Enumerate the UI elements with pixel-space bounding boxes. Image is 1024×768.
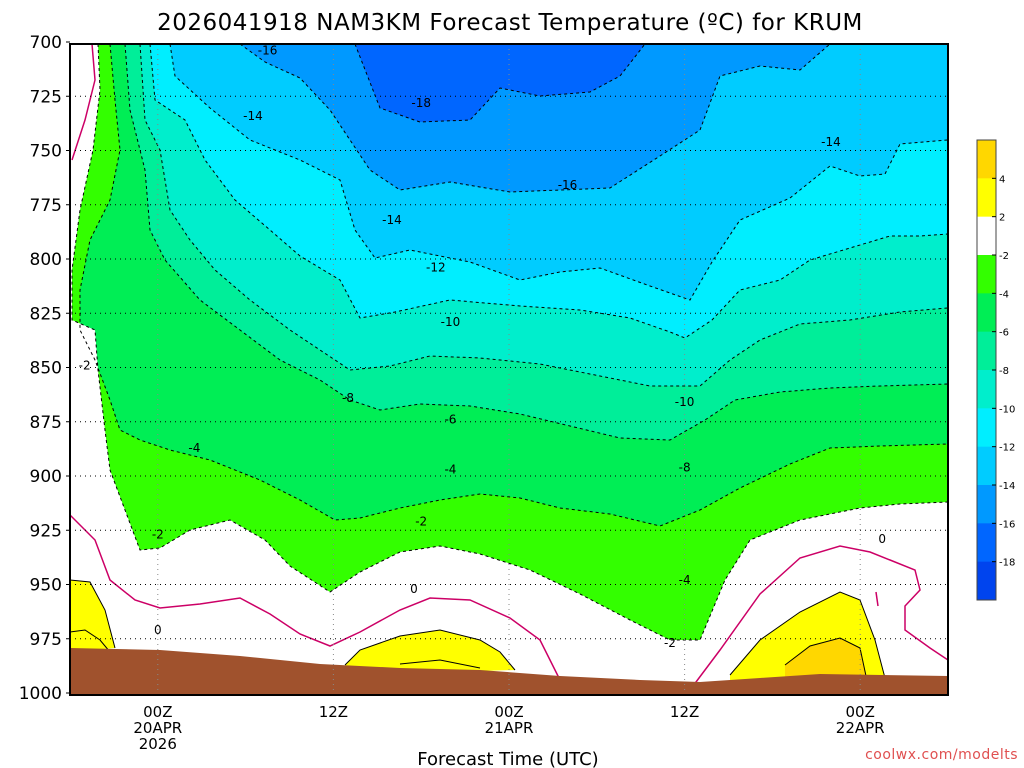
colorbar-swatch (977, 255, 996, 294)
colorbar: 4 2 -2 -4 -6 -8 -10 -12 -14 -16 -18 (976, 139, 1015, 601)
contour-label: -10 (675, 395, 695, 409)
positive-isotherms (70, 579, 886, 679)
contour-label: 0 (410, 582, 418, 596)
contour-label: -2 (415, 515, 427, 529)
y-tick-label: 875 (30, 413, 62, 433)
y-tick-label: 925 (30, 521, 62, 541)
y-tick-label: 1000 (19, 684, 62, 704)
contour-label: -4 (444, 462, 456, 476)
contour-label: -4 (679, 573, 691, 587)
zero-isotherm (70, 44, 948, 691)
x-tick-label: 20APR (133, 719, 182, 737)
band-plus-4 (785, 638, 866, 678)
colorbar-label: 2 (999, 213, 1005, 224)
contour-label: -4 (188, 441, 200, 455)
contour-label: -10 (441, 315, 461, 329)
contour-label: -12 (426, 261, 446, 275)
x-tick-label: 12Z (319, 703, 348, 721)
colorbar-label: -4 (999, 289, 1009, 300)
contour-label: -8 (679, 460, 691, 474)
x-tick-label: 00Z (846, 703, 875, 721)
colorbar-swatch (977, 523, 996, 563)
contour-label: -6 (444, 413, 456, 427)
colorbar-swatch (977, 293, 996, 333)
contour-label: 0 (878, 532, 886, 546)
x-tick-label: 00Z (143, 703, 172, 721)
negative-isotherms (71, 44, 948, 641)
colorbar-label: -8 (999, 366, 1009, 377)
y-tick-label: 750 (30, 142, 62, 162)
chart-title: 2026041918 NAM3KM Forecast Temperature (… (157, 10, 863, 36)
x-tick-label: 22APR (836, 719, 885, 737)
colorbar-swatch (977, 408, 996, 448)
colorbar-swatch (977, 485, 996, 524)
contour-label: -16 (258, 44, 278, 58)
contour-label: -8 (342, 391, 354, 405)
y-axis: 700 725 750 775 800 825 850 875 900 925 950 975 1000 (19, 33, 70, 704)
y-tick-label: 850 (30, 359, 62, 379)
x-tick-label: 00Z (494, 703, 523, 721)
x-tick-label: 2026 (139, 735, 177, 753)
x-tick-label: 21APR (485, 719, 534, 737)
plot-area: -16 -18 -14 -16 -14 -14 -12 -10 -8 -6 -10 -8 -4 -4 -2 -… (69, 43, 949, 696)
colorbar-swatch (977, 561, 996, 601)
contour-label: -14 (821, 135, 841, 149)
colorbar-swatch (977, 140, 996, 179)
colorbar-label: -12 (999, 443, 1015, 454)
y-tick-label: 800 (30, 250, 62, 270)
colorbar-label: -16 (999, 519, 1015, 530)
y-tick-label: 975 (30, 630, 62, 650)
contour-label: -18 (411, 96, 431, 110)
y-tick-label: 725 (30, 87, 62, 107)
band-minus-4 (70, 44, 948, 695)
colorbar-label: -2 (999, 251, 1009, 262)
colorbar-swatch (977, 446, 996, 486)
ground-terrain (70, 648, 948, 695)
colorbar-label: -18 (999, 558, 1015, 569)
colorbar-swatch (977, 370, 996, 409)
colorbar-label: -10 (999, 404, 1015, 415)
contour-label: -16 (558, 178, 578, 192)
contour-label: 0 (154, 623, 162, 637)
credit-text: coolwx.com/modelts (865, 747, 1018, 763)
colorbar-label: -6 (999, 328, 1009, 339)
colorbar-swatch (977, 178, 996, 218)
y-tick-label: 950 (30, 576, 62, 596)
contour-label: -2 (664, 636, 676, 650)
plot-frame (69, 43, 949, 696)
contour-labels: -16 -18 -14 -16 -14 -14 -12 -10 -8 -6 -10 -8 -4 -4 -2 -… (79, 44, 886, 650)
contour-label: -2 (79, 358, 91, 372)
y-tick-label: 900 (30, 467, 62, 487)
contour-label: -14 (382, 213, 402, 227)
contour-label: -14 (243, 109, 263, 123)
y-tick-label: 775 (30, 196, 62, 216)
x-axis-label: Forecast Time (UTC) (417, 749, 598, 768)
colorbar-label: -14 (999, 481, 1015, 492)
colorbar-swatch (977, 216, 996, 256)
grid-lines (70, 44, 948, 695)
y-tick-label: 825 (30, 304, 62, 324)
colorbar-label: 4 (999, 174, 1005, 185)
y-tick-label: 700 (30, 33, 62, 53)
contour-label: -2 (152, 528, 164, 542)
colorbar-swatch (977, 331, 996, 371)
x-tick-label: 12Z (670, 703, 699, 721)
